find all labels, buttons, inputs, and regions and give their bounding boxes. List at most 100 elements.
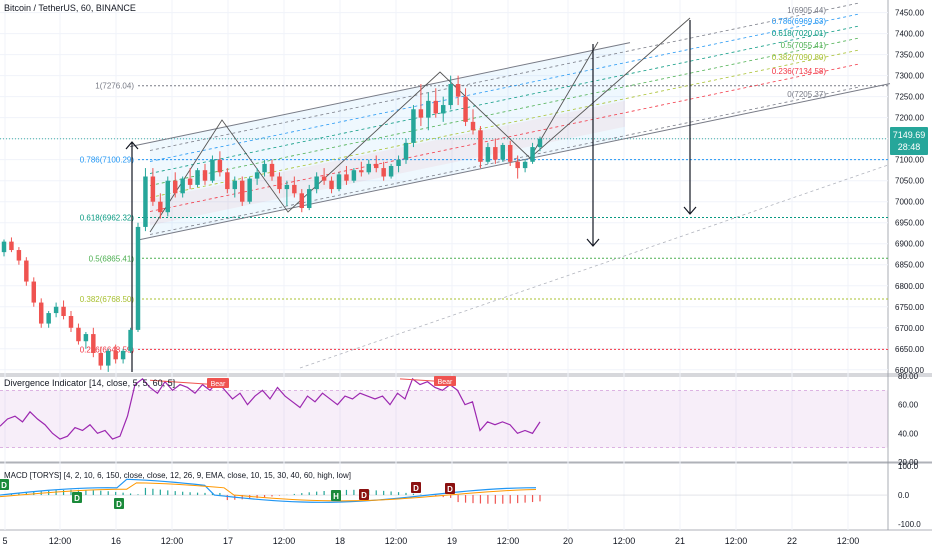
- channel-level-line: [149, 25, 859, 174]
- channel-upper-line: [129, 42, 631, 148]
- bear-label-bg: [207, 378, 229, 388]
- projection-line: [299, 164, 889, 369]
- price-badge-value: 7149.69: [893, 130, 926, 140]
- price-tick: 6950.00: [895, 219, 924, 228]
- candle-body: [299, 193, 305, 209]
- signal-line: [0, 482, 537, 502]
- candle-body: [24, 260, 29, 282]
- candle-body: [321, 176, 327, 181]
- macd-marker-bg: [411, 482, 421, 493]
- time-tick: 16: [111, 536, 121, 546]
- candle-body: [470, 121, 476, 131]
- fib-hline-label: 0.786(7100.29): [80, 156, 135, 165]
- macd-marker-bg: [0, 479, 9, 490]
- time-tick: 12:00: [385, 536, 408, 546]
- candle-body: [530, 147, 535, 162]
- candle-body: [463, 96, 468, 122]
- candle-body: [292, 184, 297, 194]
- rsi-tick: 60.00: [898, 401, 919, 410]
- time-tick: 17: [223, 536, 233, 546]
- chart-title: Bitcoin / TetherUS, 60, BINANCE: [4, 3, 136, 13]
- candle-body: [351, 170, 357, 181]
- time-axis[interactable]: 5 12:00 16 12:00 17 12:00 18 12:00 19 12:00 20 12:0…: [2, 536, 859, 546]
- candle-body: [143, 176, 148, 227]
- macd-title: MACD [TORYS] [4, 2, 10, 6, 150, close, c…: [4, 471, 351, 480]
- time-tick: 19: [447, 536, 457, 546]
- arrow-down-head: [586, 238, 600, 247]
- bear-label-bg: [434, 376, 456, 386]
- candle-body: [500, 144, 506, 160]
- divergence-pane[interactable]: Bear Bear: [0, 376, 888, 448]
- macd-marker: D: [1, 481, 7, 490]
- candle-body: [172, 180, 178, 194]
- macd-marker: D: [74, 494, 80, 503]
- candle-body: [284, 184, 290, 190]
- price-badge-bg: [890, 127, 928, 155]
- candle-body: [314, 176, 319, 190]
- candle-body: [306, 189, 312, 209]
- candles[interactable]: [1, 75, 543, 372]
- candle-body: [254, 172, 260, 179]
- channel-area-red: [150, 100, 625, 226]
- price-tick: 6600.00: [895, 366, 924, 375]
- candle-body: [9, 241, 14, 251]
- macd-marker-bg: [445, 483, 455, 494]
- candle-body: [16, 250, 22, 261]
- candle-body: [493, 147, 498, 160]
- candle-body: [225, 172, 230, 190]
- macd-marker-bg: [331, 490, 341, 501]
- candle-body: [210, 159, 215, 181]
- candle-body: [440, 105, 446, 114]
- candle-body: [485, 147, 491, 162]
- candle-body: [366, 163, 372, 173]
- channel-level-label: 0(7205.37): [787, 90, 826, 99]
- candle-body: [165, 180, 171, 213]
- time-tick: 20: [563, 536, 573, 546]
- price-tick: 7250.00: [895, 93, 924, 102]
- candle-body: [507, 144, 513, 162]
- candle-body: [478, 130, 483, 162]
- bear-divergence-line: [149, 379, 216, 386]
- candle-body: [344, 174, 349, 181]
- price-tick: 7350.00: [895, 51, 924, 60]
- grid: [0, 0, 932, 531]
- candle-body: [239, 180, 245, 202]
- macd-marker-bg: [114, 498, 124, 509]
- time-tick: 12:00: [613, 536, 636, 546]
- candle-body: [388, 165, 394, 177]
- candle-body: [247, 178, 252, 202]
- macd-pane[interactable]: D D D H D D D: [0, 478, 888, 509]
- channel-level-label: 0.382(7090.80): [772, 53, 827, 62]
- divergence-title: Divergence Indicator [14, close, 5, 5, 6…: [4, 378, 175, 388]
- candle-body: [38, 302, 44, 324]
- time-tick: 12:00: [49, 536, 72, 546]
- time-tick: 12:00: [273, 536, 296, 546]
- time-tick: 18: [335, 536, 345, 546]
- candle-body: [158, 201, 163, 213]
- time-tick: 5: [2, 536, 7, 546]
- macd-marker: D: [447, 485, 453, 494]
- price-tick: 6750.00: [895, 303, 924, 312]
- candle-body: [1, 241, 7, 253]
- candle-body: [128, 329, 133, 351]
- candle-body: [277, 176, 282, 190]
- rsi-tick: 40.00: [898, 429, 919, 438]
- price-tick: 7300.00: [895, 72, 924, 81]
- rsi-tick: 20.00: [898, 458, 919, 467]
- candle-body: [113, 350, 118, 360]
- price-tick: 7100.00: [895, 156, 924, 165]
- candle-body: [262, 163, 267, 173]
- channel-level-label: 0.618(7020.01): [772, 29, 827, 38]
- macd-marker: D: [116, 500, 122, 509]
- fib-hline-label: 1(7276.04): [95, 82, 134, 91]
- time-tick: 12:00: [725, 536, 748, 546]
- candle-body: [105, 350, 111, 366]
- channel-level-label: 0.5(7055.41): [781, 41, 827, 50]
- time-tick: 12:00: [161, 536, 184, 546]
- channel-level-label: 1(6905.44): [787, 6, 826, 15]
- drawing-lines: 1(7276.04) 0.786(7100.29) 0.618(6962.32) 0.…: [0, 2, 891, 372]
- macd-marker-bg: [359, 489, 369, 500]
- price-axis[interactable]: 7450.00 7400.00 7350.00 7300.00 7250.00 7200.…: [895, 9, 924, 530]
- candle-body: [359, 170, 364, 173]
